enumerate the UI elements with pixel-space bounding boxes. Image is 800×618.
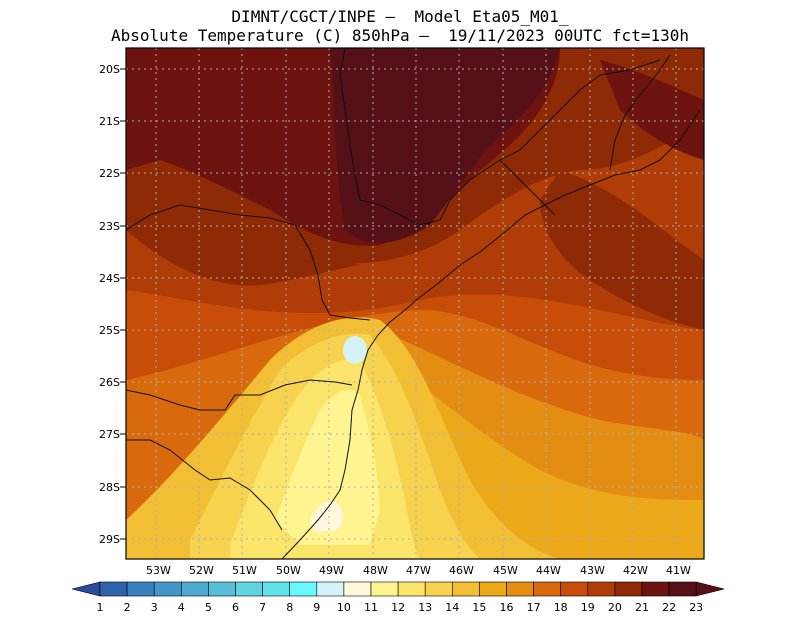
colorbar-swatch — [614, 581, 643, 597]
lon-label: 48W — [363, 564, 388, 577]
colorbar-label: 1 — [97, 601, 104, 614]
lat-label: 29S — [99, 533, 120, 546]
coastline-borders — [126, 48, 701, 559]
lon-label: 47W — [406, 564, 431, 577]
map-frame — [125, 47, 705, 560]
colorbar-swatch — [153, 581, 182, 597]
lon-label: 41W — [666, 564, 691, 577]
colorbar-label: 21 — [635, 601, 649, 614]
lat-label: 22S — [99, 167, 120, 180]
state-border-4 — [339, 48, 661, 226]
colorbar-left-arrow — [71, 581, 101, 597]
lat-label: 24S — [99, 272, 120, 285]
lon-label: 51W — [232, 564, 257, 577]
colorbar-swatch — [181, 581, 209, 597]
colorbar-swatch — [506, 581, 534, 597]
lon-label: 52W — [189, 564, 214, 577]
state-border-5 — [499, 159, 556, 216]
colorbar-swatch — [343, 581, 372, 597]
lat-label: 25S — [99, 324, 120, 337]
title-line-2: Absolute Temperature (C) 850hPa – 19/11/… — [111, 26, 689, 45]
colorbar-label: 20 — [608, 601, 622, 614]
lat-label: 28S — [99, 481, 120, 494]
colorbar-label: 12 — [391, 601, 405, 614]
colorbar-label: 5 — [205, 601, 212, 614]
lon-label: 46W — [449, 564, 474, 577]
lat-label: 26S — [99, 376, 120, 389]
title-line-1: DIMNT/CGCT/INPE – Model Eta05_M01_ — [231, 7, 569, 26]
lat-label: 23S — [99, 220, 120, 233]
state-border-1 — [126, 204, 371, 321]
colorbar-label: 6 — [232, 601, 239, 614]
lat-axis: 20S 21S 22S 23S 24S 25S 26S 27S 28S 29S — [99, 63, 120, 546]
lat-label: 20S — [99, 63, 120, 76]
state-border-6 — [609, 54, 671, 171]
colorbar-label: 17 — [527, 601, 541, 614]
state-border-3 — [126, 439, 283, 531]
colorbar-swatch — [397, 581, 426, 597]
colorbar-swatch — [668, 581, 697, 597]
lat-ticks — [120, 68, 126, 540]
lon-label: 45W — [493, 564, 518, 577]
colorbar-swatch — [289, 581, 318, 597]
colorbar-swatch — [262, 581, 291, 597]
colorbar-swatch — [370, 581, 399, 597]
colorbar-label: 9 — [313, 601, 320, 614]
colorbar-label: 15 — [472, 601, 486, 614]
colorbar-label: 16 — [500, 601, 514, 614]
colorbar-swatch — [316, 581, 345, 597]
colorbar-swatch — [451, 581, 480, 597]
colorbar-label: 23 — [689, 601, 703, 614]
lon-axis: 53W 52W 51W 50W 49W 48W 47W 46W 45W 44W … — [146, 564, 691, 577]
state-border-2 — [126, 379, 353, 411]
colorbar-swatch — [533, 581, 561, 597]
lon-label: 42W — [623, 564, 648, 577]
colorbar-label: 19 — [581, 601, 595, 614]
colorbar-label: 18 — [554, 601, 568, 614]
lat-label: 21S — [99, 115, 120, 128]
colorbar-swatch — [208, 581, 236, 597]
colorbar: 1 2 3 4 5 6 7 8 9 10 11 12 13 14 15 16 17 18 19 20 21 22 23 — [71, 581, 725, 614]
colorbar-swatch — [99, 581, 128, 597]
lon-label: 44W — [536, 564, 561, 577]
coastline — [281, 109, 701, 559]
lat-label: 27S — [99, 428, 120, 441]
temperature-field — [126, 48, 704, 559]
colorbar-label: 2 — [124, 601, 131, 614]
colorbar-swatch — [126, 581, 155, 597]
colorbar-label: 11 — [364, 601, 378, 614]
lon-label: 43W — [580, 564, 605, 577]
colorbar-label: 4 — [178, 601, 185, 614]
colorbar-label: 7 — [259, 601, 266, 614]
colorbar-label: 22 — [662, 601, 676, 614]
lon-label: 49W — [319, 564, 344, 577]
lon-label: 50W — [276, 564, 301, 577]
colorbar-swatch — [479, 581, 507, 597]
colorbar-swatch — [641, 581, 670, 597]
colorbar-swatch — [235, 581, 263, 597]
colorbar-swatch — [560, 581, 589, 597]
lon-label: 53W — [146, 564, 171, 577]
colorbar-label: 10 — [337, 601, 351, 614]
colorbar-right-arrow — [695, 581, 725, 597]
colorbar-label: 13 — [418, 601, 432, 614]
colorbar-label: 8 — [286, 601, 293, 614]
colorbar-swatch — [587, 581, 616, 597]
colorbar-label: 3 — [151, 601, 158, 614]
gridlines — [126, 48, 704, 559]
colorbar-swatch — [424, 581, 453, 597]
colorbar-label: 14 — [445, 601, 459, 614]
